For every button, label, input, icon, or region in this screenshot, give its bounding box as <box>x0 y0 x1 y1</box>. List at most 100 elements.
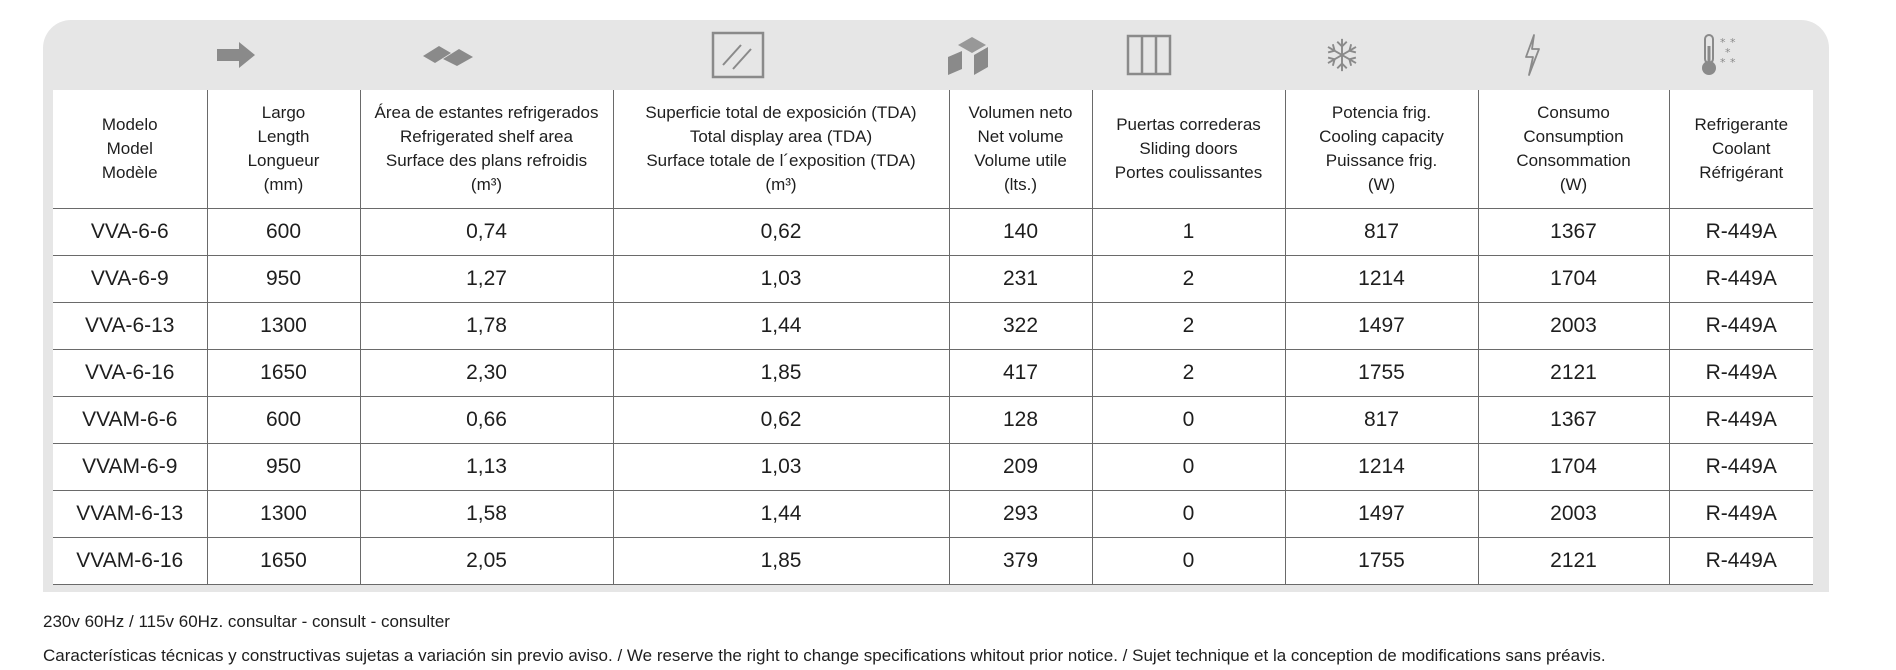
header-net-volume-line: Volumen neto <box>968 103 1073 122</box>
cell-net-volume: 128 <box>948 396 1093 444</box>
cell-sliding-doors: 0 <box>1091 537 1286 585</box>
cell-coolant: R-449A <box>1668 443 1813 491</box>
cell-sliding-doors: 2 <box>1091 255 1286 303</box>
header-shelf-area-line: Área de estantes refrigerados <box>374 103 599 122</box>
header-coolant-line: Coolant <box>1711 139 1771 158</box>
cell-sliding-doors: 0 <box>1091 443 1286 491</box>
header-display-area-line: (m³) <box>765 175 797 194</box>
header-display-area-line: Total display area (TDA) <box>689 127 873 146</box>
lightning-icon <box>1502 20 1562 90</box>
cell-length: 950 <box>206 255 361 303</box>
table-row: VVAM-6-13 1300 1,58 1,44 293 0 1497 2003 R-449A <box>53 490 1813 538</box>
disclaimer-note: Características técnicas y constructivas… <box>43 646 1606 665</box>
cell-cooling-capacity: 1755 <box>1284 349 1479 397</box>
cell-shelf-area: 1,13 <box>359 443 614 491</box>
cell-shelf-area: 2,30 <box>359 349 614 397</box>
header-shelf-area-line: Surface des plans refroidis <box>385 151 588 170</box>
voltage-note: 230v 60Hz / 115v 60Hz. consultar - consu… <box>43 612 450 631</box>
cell-cooling-capacity: 817 <box>1284 208 1479 256</box>
cell-cooling-capacity: 1755 <box>1284 537 1479 585</box>
svg-text:*: * <box>1720 36 1726 49</box>
header-shelf-area-line: (m³) <box>470 175 503 194</box>
cell-coolant: R-449A <box>1668 255 1813 303</box>
header-consumption-line: (W) <box>1559 175 1588 194</box>
header-consumption-line: Consumption <box>1523 127 1624 146</box>
header-display-area-line: Surface totale de l´exposition (TDA) <box>646 151 916 170</box>
header-length-line: (mm) <box>263 175 304 194</box>
cell-net-volume: 417 <box>948 349 1093 397</box>
cell-length: 1650 <box>206 537 361 585</box>
cell-coolant: R-449A <box>1668 208 1813 256</box>
display-window-icon <box>708 20 768 90</box>
cell-sliding-doors: 2 <box>1091 349 1286 397</box>
cell-shelf-area: 1,78 <box>359 302 614 350</box>
header-consumption-line: Consumo <box>1537 103 1610 122</box>
header-model: Modelo Model Modèle <box>53 90 208 209</box>
table-row: VVAM-6-6 600 0,66 0,62 128 0 817 1367 R-449A <box>53 396 1813 444</box>
cell-consumption: 1704 <box>1477 443 1670 491</box>
header-sliding-doors-line: Portes coulissantes <box>1114 163 1263 182</box>
cell-display-area: 1,44 <box>612 302 950 350</box>
cube-volume-icon <box>942 20 1002 90</box>
svg-text:*: * <box>1725 46 1731 59</box>
cell-sliding-doors: 2 <box>1091 302 1286 350</box>
cell-model: VVAM-6-16 <box>53 537 208 585</box>
cell-shelf-area: 1,27 <box>359 255 614 303</box>
snowflake-icon <box>1312 20 1372 90</box>
header-consumption-line: Consommation <box>1516 151 1631 170</box>
cell-model: VVA-6-13 <box>53 302 208 350</box>
cell-coolant: R-449A <box>1668 490 1813 538</box>
header-row: Modelo Model Modèle Largo Length Longueur (mm)… <box>53 90 1813 209</box>
cell-display-area: 0,62 <box>612 396 950 444</box>
header-net-volume-line: Net volume <box>977 127 1064 146</box>
header-sliding-doors-line: Puertas correderas <box>1116 115 1261 134</box>
header-cooling-capacity: Potencia frig. Cooling capacity Puissance … <box>1284 90 1479 209</box>
header-length-line: Length <box>257 127 310 146</box>
header-net-volume: Volumen neto Net volume Volume utile (lts.) <box>948 90 1093 209</box>
specs-table: Modelo Model Modèle Largo Length Longueur (mm)… <box>53 90 1813 585</box>
cell-display-area: 1,85 <box>612 349 950 397</box>
cell-consumption: 2003 <box>1477 302 1670 350</box>
cell-sliding-doors: 1 <box>1091 208 1286 256</box>
cell-cooling-capacity: 817 <box>1284 396 1479 444</box>
header-net-volume-line: Volume utile <box>974 151 1067 170</box>
cell-net-volume: 140 <box>948 208 1093 256</box>
cell-display-area: 1,44 <box>612 490 950 538</box>
table-row: VVA-6-13 1300 1,78 1,44 322 2 1497 2003 R-449A <box>53 302 1813 350</box>
svg-text:*: * <box>1730 56 1736 69</box>
header-shelf-area: Área de estantes refrigerados Refrigerate… <box>359 90 614 209</box>
header-coolant-line: Réfrigérant <box>1699 163 1784 182</box>
cell-net-volume: 231 <box>948 255 1093 303</box>
header-cooling-capacity-line: Cooling capacity <box>1319 127 1444 146</box>
cell-shelf-area: 1,58 <box>359 490 614 538</box>
cell-model: VVAM-6-9 <box>53 443 208 491</box>
cell-cooling-capacity: 1214 <box>1284 255 1479 303</box>
arrow-right-icon <box>206 20 266 90</box>
cell-length: 1300 <box>206 490 361 538</box>
cell-net-volume: 322 <box>948 302 1093 350</box>
thermometer-icon: * * * * * <box>1690 20 1750 90</box>
cell-display-area: 0,62 <box>612 208 950 256</box>
cell-length: 950 <box>206 443 361 491</box>
cell-consumption: 2003 <box>1477 490 1670 538</box>
cell-coolant: R-449A <box>1668 302 1813 350</box>
cell-length: 1300 <box>206 302 361 350</box>
cell-length: 600 <box>206 396 361 444</box>
table-row: VVA-6-6 600 0,74 0,62 140 1 817 1367 R-449A <box>53 208 1813 256</box>
cell-length: 1650 <box>206 349 361 397</box>
cell-display-area: 1,85 <box>612 537 950 585</box>
cell-net-volume: 379 <box>948 537 1093 585</box>
svg-text:*: * <box>1720 56 1726 69</box>
cell-display-area: 1,03 <box>612 443 950 491</box>
header-model-line: Model <box>106 139 153 158</box>
icon-row: * * * * * <box>43 20 1829 90</box>
cell-model: VVAM-6-6 <box>53 396 208 444</box>
cell-model: VVA-6-16 <box>53 349 208 397</box>
header-net-volume-line: (lts.) <box>1003 175 1038 194</box>
header-coolant-line: Refrigerante <box>1694 115 1789 134</box>
table-body: VVA-6-6 600 0,74 0,62 140 1 817 1367 R-449A VVA-6… <box>53 208 1813 585</box>
cell-model: VVA-6-6 <box>53 208 208 256</box>
table-row: VVAM-6-9 950 1,13 1,03 209 0 1214 1704 R-449A <box>53 443 1813 491</box>
cell-coolant: R-449A <box>1668 537 1813 585</box>
cell-cooling-capacity: 1497 <box>1284 302 1479 350</box>
